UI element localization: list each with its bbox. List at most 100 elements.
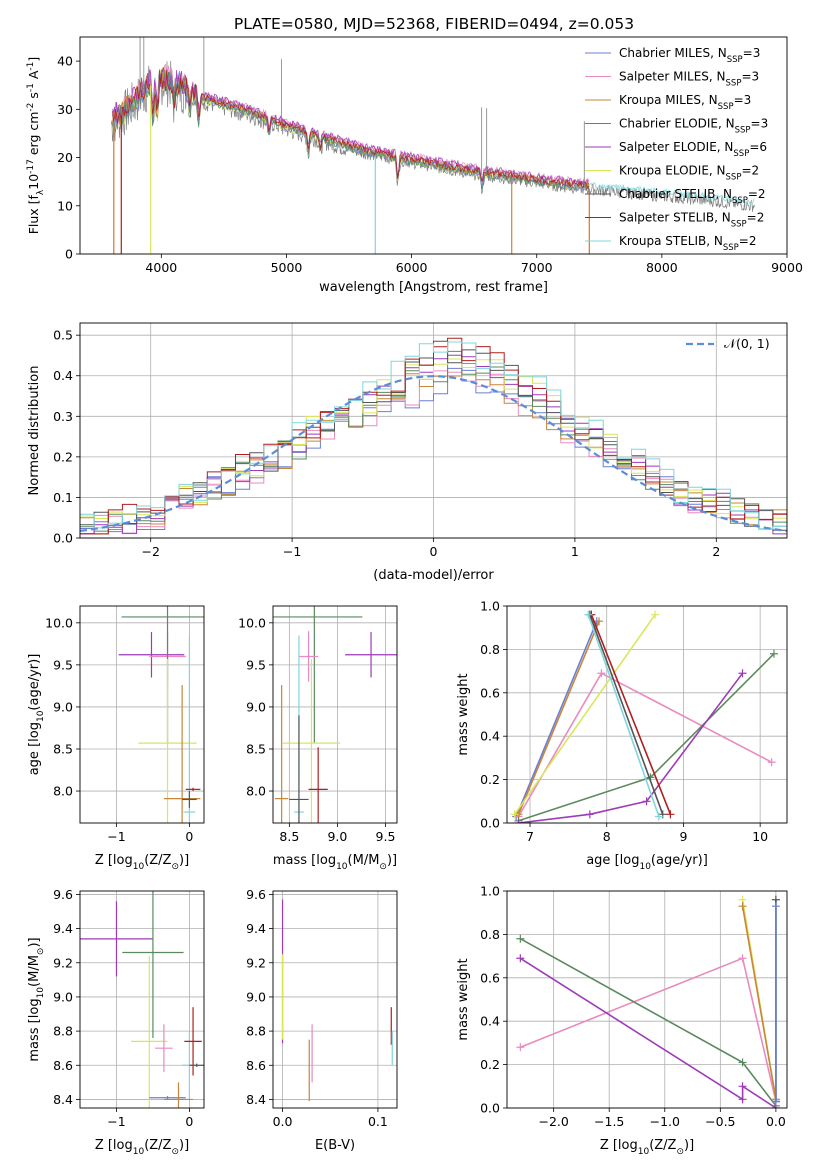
x-tick-label: −1 <box>107 1114 125 1129</box>
y-tick-label: 8.5 <box>53 741 73 756</box>
point-marker <box>516 934 525 943</box>
weight-line <box>519 957 777 1108</box>
y-tick-label: 9.0 <box>246 989 266 1004</box>
y-tick-label: 1.0 <box>480 599 500 614</box>
errorbar-salpeter-elodie <box>345 632 397 678</box>
series-salpeter-miles <box>516 954 780 1106</box>
x-tick-label: −0.5 <box>705 1114 735 1129</box>
y-tick-label: 0.4 <box>480 729 500 744</box>
weight-line <box>514 614 656 815</box>
y-axis-label: Normed distribution <box>27 366 42 496</box>
y-tick-label: 8.4 <box>246 1092 266 1107</box>
errorbar-kroupa-elodie <box>131 955 168 1108</box>
legend-entry: Chabrier STELIB, NSSP=2 <box>619 187 766 206</box>
x-tick-label: 4000 <box>145 260 177 275</box>
series-kroupa-elodie <box>510 610 660 819</box>
y-tick-label: 0.4 <box>480 1014 500 1029</box>
y-tick-label: 0.4 <box>53 368 73 383</box>
errorbar-kroupa-miles <box>163 1082 194 1108</box>
x-tick-label: −1.0 <box>650 1114 680 1129</box>
y-tick-label: 0.6 <box>480 685 500 700</box>
weight-line <box>589 614 664 815</box>
legend-entry: Salpeter ELODIE, NSSP=6 <box>619 140 767 159</box>
point-marker <box>651 610 660 619</box>
errorbar-salpeter-miles <box>298 631 319 682</box>
x-tick-label: 0 <box>185 829 193 844</box>
model-salpeter-stelib <box>112 69 590 190</box>
histogram-salpeter-elodie <box>80 354 787 538</box>
point-marker <box>595 617 604 626</box>
x-tick-label: 2 <box>712 544 720 559</box>
weight-line <box>590 614 672 815</box>
y-tick-label: 8.5 <box>246 741 266 756</box>
errorbar-kroupa-miles <box>274 685 289 823</box>
y-tick-label: 0.2 <box>53 449 73 464</box>
model-kroupa-stelib <box>112 69 755 206</box>
x-axis-label: wavelength [Angstrom, rest frame] <box>319 280 548 295</box>
weight-line <box>741 906 777 1100</box>
y-tick-label: 9.0 <box>246 699 266 714</box>
x-tick-label: 0 <box>430 544 438 559</box>
y-axis-label: mass weight <box>456 958 471 1040</box>
errorbar-salpeter-stelib <box>184 1007 202 1076</box>
point-marker <box>738 669 747 678</box>
normal-curve <box>80 375 787 532</box>
x-tick-label: 8000 <box>646 260 678 275</box>
weight-line <box>518 672 744 823</box>
y-tick-label: 1.0 <box>480 884 500 899</box>
series-kroupa-stelib <box>584 610 663 821</box>
point-marker <box>738 954 747 963</box>
histogram-kroupa-stelib <box>80 341 787 538</box>
axes-frame <box>79 36 788 255</box>
x-tick-label: 7000 <box>521 260 553 275</box>
panel-4: 8.5 9.0 9.5 8.0 8.5 9.0 9.5 10.0 mass [log10(M/M… <box>238 605 398 872</box>
x-axis-label: Z [log10(Z/Z⊙)] <box>95 853 189 872</box>
x-tick-label: 9000 <box>771 260 803 275</box>
y-tick-label: 9.5 <box>53 657 73 672</box>
x-tick-label: 8.5 <box>279 829 299 844</box>
x-tick-label: 0.1 <box>368 1114 388 1129</box>
point-marker <box>738 1058 747 1067</box>
y-tick-label: 0.0 <box>480 1101 500 1116</box>
y-tick-label: 0.2 <box>480 1057 500 1072</box>
weight-line <box>587 614 660 817</box>
y-tick-label: 8.8 <box>246 1024 266 1039</box>
x-tick-label: −1 <box>107 829 125 844</box>
y-axis-label: Flux [fλ10-17 erg cm-2 s-1 A-1] <box>26 57 46 235</box>
point-marker <box>597 669 606 678</box>
x-axis-label: mass [log10(M/M⊙)] <box>273 853 397 872</box>
errorbar-salpeter-elodie <box>80 901 153 977</box>
errorbar-kroupa-elodie <box>138 658 197 823</box>
y-tick-label: 10.0 <box>45 615 73 630</box>
axes-frame <box>79 605 205 824</box>
x-tick-label: 9.5 <box>376 829 396 844</box>
y-tick-label: 8.6 <box>246 1058 266 1073</box>
panel-8: −2.0 −1.5 −1.0 −0.5 0.0 0.0 0.2 0.4 0.6 0.8 1.0 Z [… <box>456 884 788 1157</box>
errorbar-chabrier-elodie <box>122 891 184 1038</box>
y-tick-label: 20 <box>57 150 73 165</box>
weight-lines <box>510 610 778 823</box>
series-chabrier-miles <box>771 902 780 1106</box>
y-tick-label: 0.8 <box>480 927 500 942</box>
y-tick-label: 40 <box>57 54 73 69</box>
errorbar-salpeter-miles <box>155 1024 173 1073</box>
point-marker <box>642 797 651 806</box>
axes-frame <box>79 890 205 1109</box>
x-tick-label: −1.5 <box>594 1114 624 1129</box>
errorbar-chabrier-stelib <box>289 715 309 823</box>
point-marker <box>769 649 778 658</box>
y-tick-label: 0.0 <box>53 531 73 546</box>
model-chabrier-elodie <box>112 71 590 192</box>
panel-6: −1 0 8.4 8.6 8.8 9.0 9.2 9.4 9.6 Z [log10(Z/Z⊙)] m… <box>27 887 205 1157</box>
x-axis-label: Z [log10(Z/Z⊙)] <box>95 1138 189 1157</box>
histograms <box>80 337 787 538</box>
errorbar-salpeter-stelib <box>308 747 328 823</box>
y-tick-label: 8.4 <box>53 1092 73 1107</box>
errorbars <box>118 606 204 823</box>
y-axis-label: mass weight <box>456 673 471 755</box>
x-axis-label: Z [log10(Z/Z⊙)] <box>600 1138 694 1157</box>
x-tick-label: 8 <box>603 829 611 844</box>
legend-entry: Kroupa MILES, NSSP=3 <box>619 93 751 112</box>
errorbars <box>281 899 393 1102</box>
